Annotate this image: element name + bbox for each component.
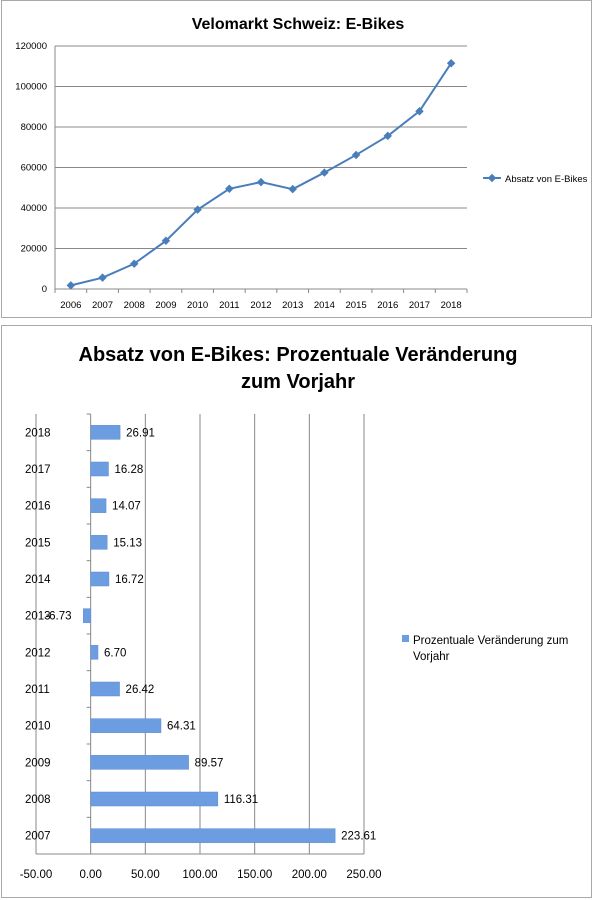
y-tick-label: 0	[42, 284, 47, 295]
x-tick-label: 200.00	[292, 869, 327, 881]
y-tick-label: 2007	[25, 831, 51, 843]
y-tick-label: 120000	[15, 41, 47, 52]
data-point-marker	[161, 236, 171, 246]
x-tick-label: 2009	[155, 300, 176, 311]
y-tick-label: 2017	[25, 464, 51, 476]
bar	[90, 498, 107, 513]
legend-label-line-2: Vorjahr	[413, 651, 450, 663]
data-point-marker	[66, 281, 76, 290]
x-tick-label: 2008	[124, 300, 145, 311]
data-point-marker	[225, 184, 234, 194]
y-tick-label: 2008	[25, 794, 51, 806]
data-point-marker	[446, 58, 456, 68]
y-tick-label: 100000	[15, 82, 47, 93]
x-tick-label: 2014	[314, 300, 335, 311]
y-tick-label: 2014	[25, 574, 51, 586]
chart-title: Velomarkt Schweiz: E-Bikes	[192, 16, 405, 33]
y-tick-label: 2015	[25, 537, 51, 549]
x-tick-label: 0.00	[79, 869, 101, 881]
data-point-marker	[193, 205, 202, 214]
data-label: 15.13	[113, 537, 142, 549]
y-tick-label: 2013	[25, 611, 51, 623]
y-tick-label: 80000	[21, 122, 47, 133]
legend-diamond-marker	[487, 173, 497, 183]
data-point-marker	[415, 106, 424, 116]
data-point-marker	[288, 184, 297, 194]
y-tick-label: 2012	[25, 647, 51, 659]
x-tick-label: 2007	[92, 300, 113, 311]
bar	[90, 791, 219, 807]
chart-title-line-1: Absatz von E-Bikes: Prozentuale Veränder…	[79, 344, 518, 366]
y-tick-label: 2016	[25, 501, 51, 513]
data-label: 14.07	[112, 501, 141, 513]
bar	[90, 755, 189, 770]
legend-label-line-1: Prozentuale Veränderung zum	[413, 635, 568, 647]
x-tick-label: 250.00	[346, 869, 381, 881]
y-tick-label: 2018	[25, 427, 51, 439]
x-tick-label: 2010	[187, 300, 208, 311]
data-label: 223.61	[341, 831, 376, 843]
bar	[90, 425, 121, 440]
x-tick-label: 100.00	[182, 869, 217, 881]
data-label: 89.57	[195, 757, 224, 769]
x-tick-label: 2013	[282, 300, 303, 311]
x-tick-label: 2012	[250, 300, 271, 311]
x-tick-label: 150.00	[237, 869, 272, 881]
bar	[90, 681, 120, 697]
series-line	[70, 62, 452, 287]
line-chart-panel: Velomarkt Schweiz: E-Bikes 0 20000 40000 60…	[1, 0, 592, 318]
data-point-marker	[383, 131, 393, 141]
legend-swatch	[402, 635, 409, 642]
data-label: 16.28	[114, 464, 143, 476]
x-tick-label: 2018	[441, 300, 462, 311]
data-label: 6.70	[104, 647, 126, 659]
y-tick-label: 20000	[21, 244, 47, 255]
y-tick-label: 60000	[21, 163, 47, 174]
data-label: 64.31	[167, 721, 196, 733]
x-tick-label: -50.00	[20, 869, 53, 881]
bar	[83, 608, 91, 623]
x-tick-label: 50.00	[131, 869, 160, 881]
x-tick-label: 2015	[346, 300, 367, 311]
bar	[90, 718, 162, 733]
bar	[90, 645, 99, 660]
data-label: 116.31	[224, 794, 258, 806]
x-tick-label: 2011	[219, 300, 239, 311]
data-point-marker	[98, 273, 107, 282]
data-label: -6.73	[45, 611, 71, 623]
bar	[90, 461, 109, 477]
bar	[90, 828, 336, 843]
data-point-marker	[256, 177, 266, 187]
x-tick-label: 2017	[409, 300, 430, 311]
x-tick-label: 2016	[377, 300, 398, 311]
y-tick-label: 2011	[25, 684, 50, 696]
data-label: 16.72	[115, 574, 144, 586]
bar	[90, 535, 108, 550]
data-label: 26.42	[126, 684, 155, 696]
bar	[90, 571, 110, 587]
bar-chart-panel: Absatz von E-Bikes: Prozentuale Veränder…	[1, 325, 592, 898]
x-tick-label: 2006	[60, 300, 81, 311]
y-tick-label: 2010	[25, 721, 51, 733]
chart-title-line-2: zum Vorjahr	[241, 371, 355, 393]
data-label: 26.91	[126, 427, 155, 439]
legend-label: Absatz von E-Bikes	[505, 174, 588, 185]
y-tick-label: 2009	[25, 757, 51, 769]
data-point-marker	[351, 150, 361, 160]
data-point-marker	[129, 259, 139, 268]
y-tick-label: 40000	[21, 203, 47, 214]
bar-chart: Absatz von E-Bikes: Prozentuale Veränder…	[20, 344, 569, 881]
data-point-marker	[320, 168, 329, 177]
line-chart: Velomarkt Schweiz: E-Bikes 0 20000 40000 60…	[15, 16, 588, 311]
